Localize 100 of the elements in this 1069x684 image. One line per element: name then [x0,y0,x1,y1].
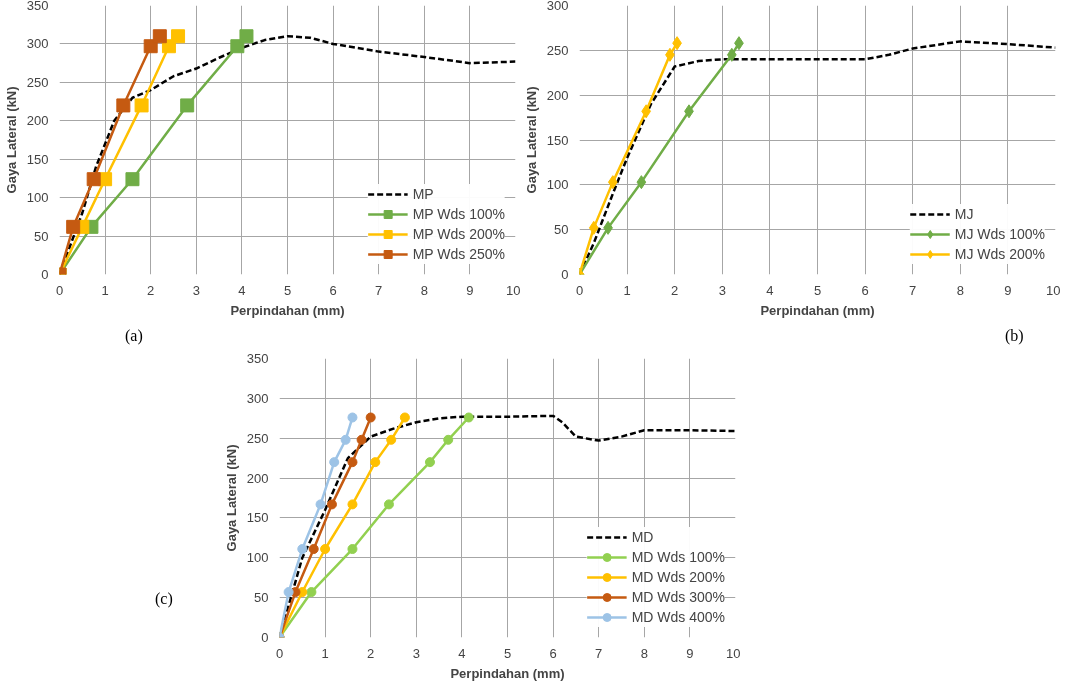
y-tick-label: 0 [41,267,49,282]
point [320,543,331,554]
x-tick-label: 8 [420,282,428,298]
y-tick-label: 300 [246,390,269,406]
x-tick-label: 9 [466,282,474,298]
y-tick-label: 200 [26,113,49,129]
point [143,39,158,54]
point [315,499,326,510]
x-axis-title: Perpindahan (mm) [230,302,345,318]
point [356,434,367,445]
legend-label: MD Wds 200% [631,568,725,585]
point [399,412,410,423]
point [383,499,394,510]
y-tick-label: 150 [26,151,49,167]
point [370,456,381,467]
point [636,175,647,190]
point [607,175,618,190]
point [326,499,337,510]
x-axis-title: Perpindahan (mm) [760,302,875,318]
x-tick-label: 3 [412,645,420,661]
point [347,543,358,554]
legend-label: MP Wds 200% [412,226,505,242]
x-tick-label: 6 [329,282,337,298]
point [386,434,397,445]
y-tick-label: 200 [546,87,569,103]
y-axis-title: Gaya Lateral (kN) [523,86,539,194]
y-tick-label: 50 [554,222,569,238]
y-tick-label: 250 [26,74,49,90]
legend-label: MJ [954,206,975,222]
x-tick-label: 10 [1046,282,1061,298]
x-axis-title: Perpindahan (mm) [450,665,565,681]
point [86,172,101,187]
y-tick-label: 100 [26,190,49,206]
point [347,456,358,467]
point [424,456,435,467]
point [152,29,167,44]
x-tick-label: 1 [623,282,631,298]
point [347,499,358,510]
y-tick-label: 50 [254,589,269,605]
x-tick-label: 1 [321,645,329,661]
point [365,412,376,423]
legend-label: MP [412,186,434,202]
point [726,47,737,62]
legend-label: MD Wds 400% [631,608,725,625]
legend-label: MD Wds 300% [631,588,725,605]
x-tick-label: 0 [55,282,64,298]
point [306,586,317,597]
point [125,172,140,187]
x-tick-label: 4 [458,645,466,661]
y-tick-label: 250 [546,42,569,58]
point [340,434,351,445]
point [443,434,454,445]
legend-label: MP Wds 100% [412,206,505,222]
y-tick-label: 0 [261,629,269,645]
x-tick-label: 0 [575,282,584,298]
x-tick-label: 5 [503,645,512,661]
point [116,98,131,113]
legend-label: MJ Wds 200% [954,246,1045,262]
point [308,543,319,554]
text: (a) [125,326,143,347]
point [230,39,245,54]
y-tick-label: 200 [246,470,269,486]
y-tick-label: 250 [246,430,269,446]
point [134,98,149,113]
x-tick-label: 5 [283,282,292,298]
y-tick-label: 50 [34,228,49,244]
point [329,456,340,467]
y-tick-label: 100 [546,177,569,193]
x-tick-label: 10 [726,645,741,661]
point [239,29,254,44]
x-tick-label: 9 [1004,282,1012,298]
point [66,219,81,234]
y-tick-label: 350 [246,350,269,366]
x-tick-label: 7 [595,645,603,661]
x-tick-label: 8 [956,282,964,298]
text: (c) [155,588,173,610]
y-tick-label: 150 [246,510,269,526]
y-tick-label: 150 [546,132,569,148]
point [297,543,308,554]
legend-label: MD [631,528,654,545]
point [588,220,599,235]
x-tick-label: 7 [909,282,917,298]
x-tick-label: 2 [367,645,375,661]
x-tick-label: 1 [101,282,109,298]
legend-label: MD Wds 100% [631,548,725,565]
y-tick-label: 350 [26,0,49,13]
x-tick-label: 10 [506,282,521,298]
x-tick-label: 0 [275,645,284,661]
point [347,412,358,423]
x-tick-label: 8 [640,645,648,661]
x-tick-label: 9 [686,645,694,661]
x-tick-label: 2 [671,282,679,298]
point [283,586,294,597]
y-tick-label: 100 [246,550,269,566]
x-tick-label: 6 [549,645,557,661]
point [463,412,474,423]
x-tick-label: 4 [238,282,246,298]
x-tick-label: 7 [375,282,383,298]
y-axis-title: Gaya Lateral (kN) [223,444,239,552]
x-tick-label: 5 [813,282,822,298]
